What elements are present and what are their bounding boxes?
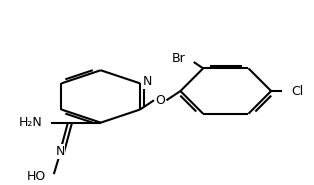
Text: O: O	[155, 94, 165, 107]
Text: H₂N: H₂N	[19, 116, 43, 129]
Text: Br: Br	[172, 52, 186, 65]
Text: N: N	[55, 145, 65, 158]
Text: N: N	[143, 75, 153, 88]
Text: Cl: Cl	[291, 85, 304, 97]
Text: HO: HO	[27, 170, 46, 183]
